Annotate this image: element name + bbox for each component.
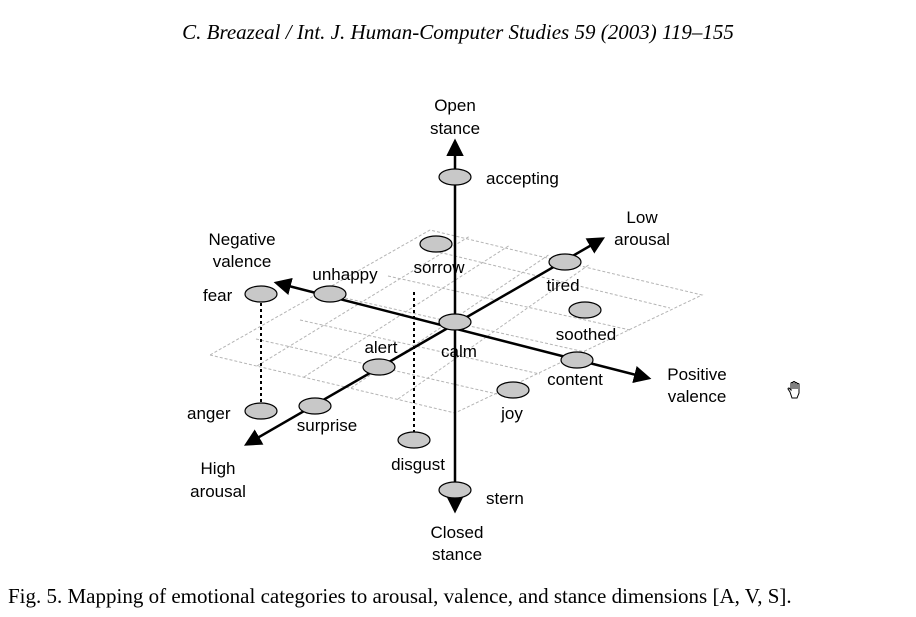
marker-anger bbox=[244, 402, 278, 420]
label-disgust: disgust bbox=[391, 455, 445, 474]
label-stern: stern bbox=[486, 489, 524, 508]
label-fear: fear bbox=[203, 286, 233, 305]
label-soothed: soothed bbox=[556, 325, 617, 344]
marker-accepting bbox=[438, 168, 472, 186]
marker-tired bbox=[548, 253, 582, 271]
marker-sorrow bbox=[419, 235, 453, 253]
emotion-labels: accepting sorrow tired unhappy fear soot… bbox=[187, 169, 616, 508]
label-joy: joy bbox=[500, 404, 523, 423]
axis-low-arousal-2: arousal bbox=[614, 230, 670, 249]
running-head: C. Breazeal / Int. J. Human-Computer Stu… bbox=[182, 20, 734, 44]
marker-stern bbox=[438, 481, 472, 499]
axis-open-stance-1: Open bbox=[434, 96, 476, 115]
marker-alert bbox=[362, 358, 396, 376]
label-unhappy: unhappy bbox=[312, 265, 378, 284]
marker-joy bbox=[496, 381, 530, 399]
figure-caption: Fig. 5. Mapping of emotional categories … bbox=[8, 584, 792, 608]
axis-negative-valence-1: Negative bbox=[208, 230, 275, 249]
label-anger: anger bbox=[187, 404, 231, 423]
marker-soothed bbox=[568, 301, 602, 319]
marker-disgust bbox=[397, 431, 431, 449]
label-sorrow: sorrow bbox=[413, 258, 465, 277]
marker-content bbox=[560, 351, 594, 369]
label-tired: tired bbox=[546, 276, 579, 295]
axis-positive-valence-1: Positive bbox=[667, 365, 727, 384]
axis-high-arousal-1: High bbox=[201, 459, 236, 478]
axis-labels: Open stance Low arousal Negative valence… bbox=[190, 96, 727, 564]
label-content: content bbox=[547, 370, 603, 389]
axis-high-arousal-2: arousal bbox=[190, 482, 246, 501]
axis-closed-stance-2: stance bbox=[432, 545, 482, 564]
marker-unhappy bbox=[313, 285, 347, 303]
axis-low-arousal-1: Low bbox=[626, 208, 658, 227]
label-alert: alert bbox=[364, 338, 397, 357]
emotion-markers bbox=[244, 168, 602, 499]
hand-cursor-icon bbox=[787, 381, 800, 399]
axis-negative-valence-2: valence bbox=[213, 252, 272, 271]
axis-positive-valence-2: valence bbox=[668, 387, 727, 406]
drop-lines bbox=[260, 292, 415, 432]
label-accepting: accepting bbox=[486, 169, 559, 188]
marker-fear bbox=[244, 285, 278, 303]
marker-calm bbox=[438, 313, 472, 331]
axis-closed-stance-1: Closed bbox=[431, 523, 484, 542]
label-surprise: surprise bbox=[297, 416, 357, 435]
marker-surprise bbox=[298, 397, 332, 415]
axis-open-stance-2: stance bbox=[430, 119, 480, 138]
label-calm: calm bbox=[441, 342, 477, 361]
